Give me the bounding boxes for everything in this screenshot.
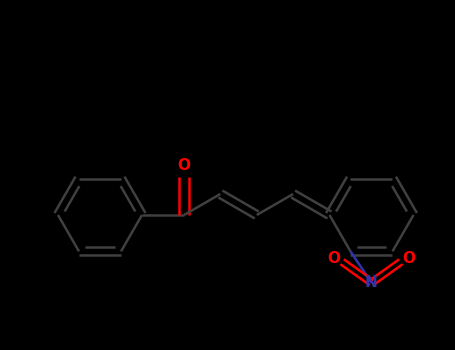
Text: O: O xyxy=(177,158,191,173)
Text: N: N xyxy=(365,275,378,290)
Text: O: O xyxy=(402,251,415,266)
Text: O: O xyxy=(328,251,341,266)
